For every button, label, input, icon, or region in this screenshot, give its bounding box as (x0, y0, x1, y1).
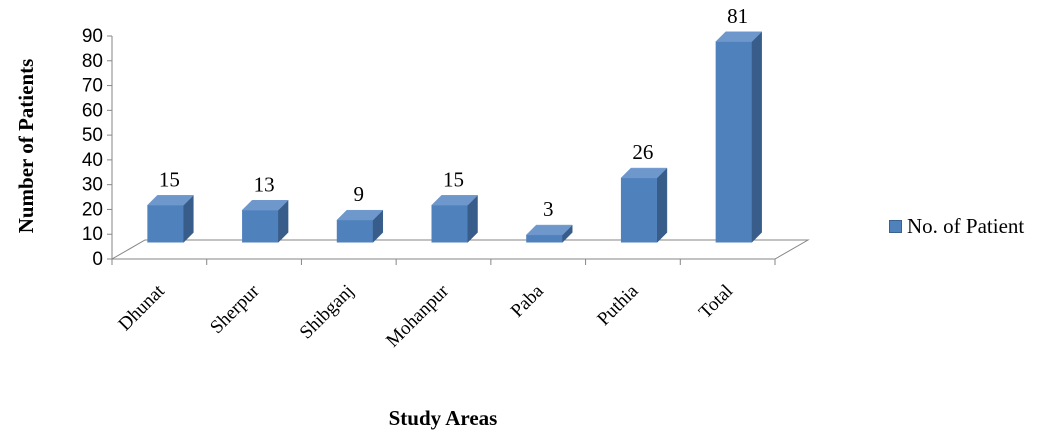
bar-front (620, 178, 657, 243)
bar (241, 199, 289, 244)
bar-front (431, 205, 468, 243)
y-tick-label: 70 (82, 76, 103, 97)
bar-front (526, 235, 563, 243)
y-tick-label: 0 (92, 249, 103, 270)
data-label: 9 (354, 182, 365, 206)
category-label: Dhunat (114, 280, 169, 335)
y-tick-label: 40 (82, 150, 103, 171)
bar-side (751, 31, 762, 244)
data-label: 81 (727, 4, 748, 28)
x-axis-title: Study Areas (389, 406, 498, 430)
chart-floor (110, 239, 810, 260)
y-axis-title: Number of Patients (14, 59, 38, 234)
bar-front (242, 210, 279, 243)
y-tick-label: 80 (82, 51, 103, 72)
y-tick-label: 20 (82, 199, 103, 220)
y-tick-label: 90 (82, 26, 103, 47)
y-tick-label: 10 (82, 224, 103, 245)
y-tick-label: 60 (82, 100, 103, 121)
data-label: 15 (443, 167, 464, 191)
data-label: 15 (159, 167, 180, 191)
legend-label: No. of Patient (907, 213, 1025, 238)
category-label: Mohanpur (382, 280, 453, 351)
bar (715, 31, 763, 244)
bar-side (656, 167, 668, 244)
data-label: 3 (543, 197, 554, 221)
legend-swatch (889, 219, 902, 233)
bar-front (336, 220, 373, 243)
category-label: Puthia (593, 280, 643, 330)
data-label: 26 (632, 140, 653, 164)
category-label: Sherpur (206, 280, 264, 338)
legend: No. of Patient (889, 213, 1024, 239)
bar-front (715, 41, 752, 243)
bar (146, 194, 194, 244)
y-tick-label: 50 (82, 125, 103, 146)
category-label: Shibganj (296, 281, 359, 344)
data-label: 13 (254, 172, 275, 196)
y-tick-label: 30 (82, 175, 103, 196)
bar (430, 194, 479, 244)
category-label: Paba (507, 280, 548, 321)
bar (620, 167, 668, 244)
bar (525, 224, 573, 244)
bar (336, 209, 384, 244)
category-label: Total (695, 281, 737, 323)
bar-front (147, 205, 184, 243)
